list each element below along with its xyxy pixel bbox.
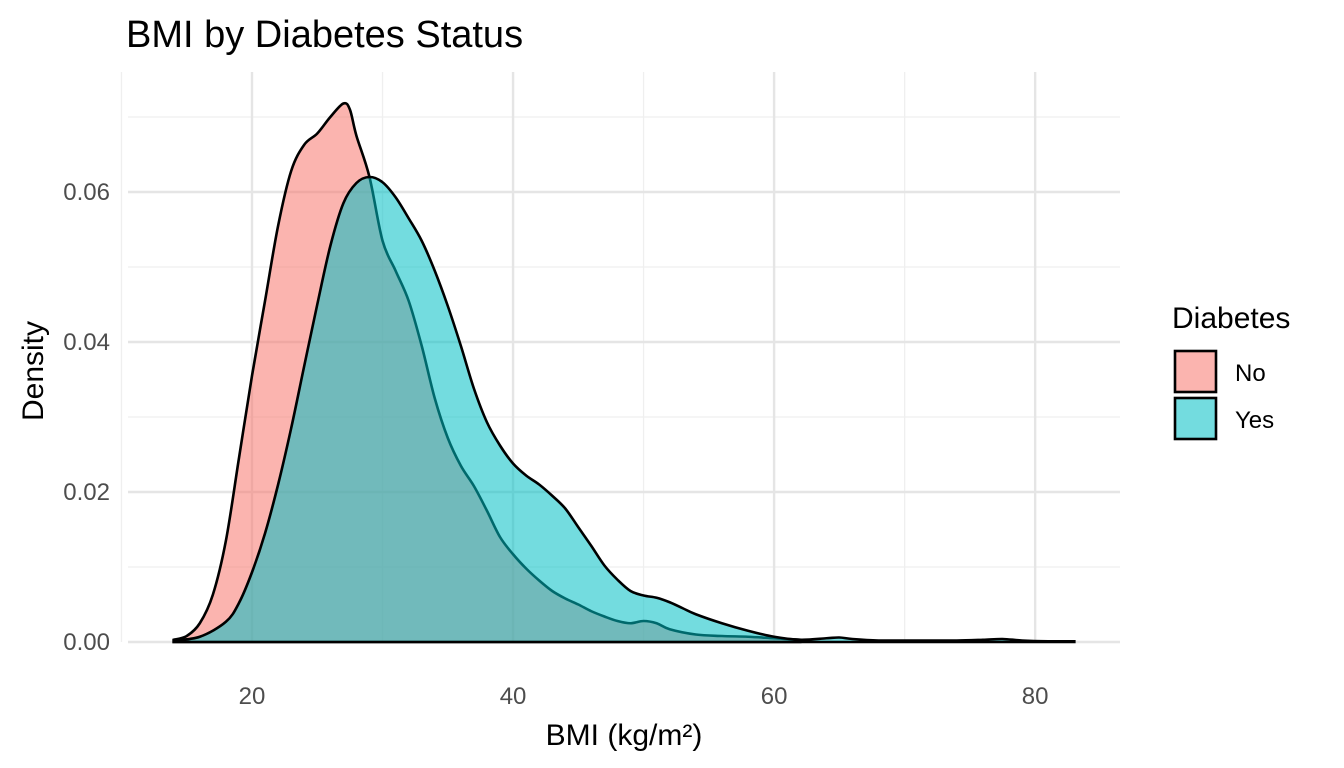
x-tick-label: 80	[1022, 683, 1049, 710]
legend-key-yes	[1173, 396, 1218, 441]
legend-title: Diabetes	[1172, 302, 1290, 335]
legend: Diabetes No Yes	[1172, 302, 1290, 441]
y-tick-label: 0.00	[63, 629, 110, 656]
x-tick-label: 20	[239, 683, 266, 710]
y-tick-label: 0.04	[63, 329, 110, 356]
y-tick-label: 0.02	[63, 479, 110, 506]
legend-items: No Yes	[1173, 349, 1274, 441]
y-axis-title: Density	[17, 321, 50, 421]
x-tick-label: 60	[761, 683, 788, 710]
density-area-yes	[172, 175, 1076, 644]
y-axis-ticks: 0.00 0.02 0.04 0.06	[63, 179, 110, 656]
x-tick-label: 40	[500, 683, 527, 710]
y-tick-label: 0.06	[63, 179, 110, 206]
chart-title: BMI by Diabetes Status	[126, 14, 523, 56]
legend-label-yes: Yes	[1235, 407, 1274, 434]
density-areas	[172, 101, 1076, 644]
legend-key-no	[1173, 349, 1218, 394]
x-axis-title: BMI (kg/m²)	[546, 719, 703, 752]
legend-label-no: No	[1235, 360, 1266, 387]
x-axis-ticks: 20 40 60 80	[239, 683, 1049, 710]
